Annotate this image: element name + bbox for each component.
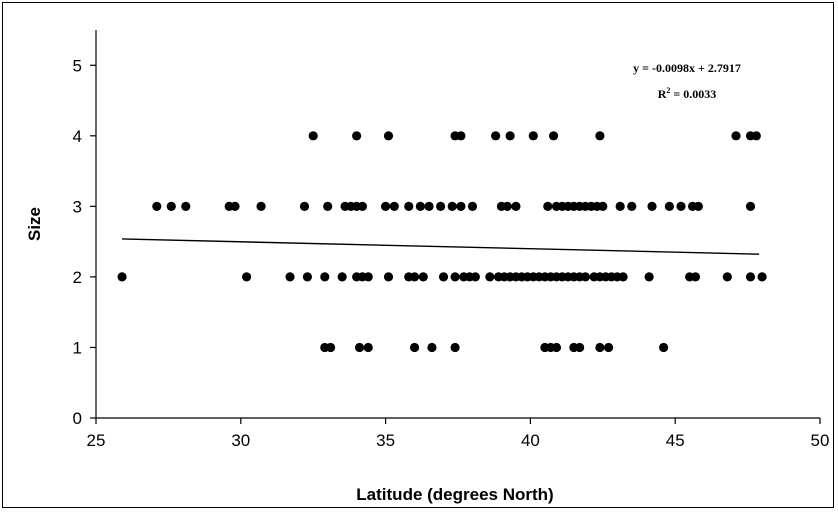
data-point — [419, 272, 428, 281]
data-point — [456, 202, 465, 211]
y-tick-label: 2 — [73, 268, 82, 287]
data-point — [404, 202, 413, 211]
data-point — [358, 202, 367, 211]
x-tick-label: 45 — [666, 431, 685, 450]
data-point — [676, 202, 685, 211]
data-point — [352, 131, 361, 140]
data-point — [436, 202, 445, 211]
r-squared-value: = 0.0033 — [670, 87, 716, 101]
data-point — [364, 272, 373, 281]
data-point — [390, 202, 399, 211]
data-point — [647, 202, 656, 211]
data-point — [757, 272, 766, 281]
data-point — [451, 272, 460, 281]
data-point — [595, 131, 604, 140]
data-point — [323, 202, 332, 211]
data-point — [384, 131, 393, 140]
x-tick-group: 25 30 35 40 45 50 — [87, 418, 830, 450]
data-point — [320, 272, 329, 281]
y-tick-label: 0 — [73, 409, 82, 428]
data-point — [529, 131, 538, 140]
data-point — [511, 202, 520, 211]
data-point — [746, 202, 755, 211]
data-point — [694, 202, 703, 211]
x-tick-label: 50 — [811, 431, 830, 450]
data-point — [424, 202, 433, 211]
data-point — [416, 202, 425, 211]
y-tick-label: 1 — [73, 338, 82, 357]
data-point — [300, 202, 309, 211]
data-point — [691, 272, 700, 281]
data-point — [303, 272, 312, 281]
data-point — [326, 343, 335, 352]
data-point — [581, 272, 590, 281]
data-point — [448, 202, 457, 211]
data-point — [167, 202, 176, 211]
data-point — [645, 272, 654, 281]
y-tick-label: 4 — [73, 127, 82, 146]
data-point — [665, 202, 674, 211]
data-point — [381, 202, 390, 211]
data-point — [364, 343, 373, 352]
data-point — [627, 202, 636, 211]
x-tick-label: 25 — [87, 431, 106, 450]
y-tick-label: 3 — [73, 197, 82, 216]
data-point — [485, 272, 494, 281]
data-point — [439, 272, 448, 281]
data-point — [410, 272, 419, 281]
x-axis-title: Latitude (degrees North) — [356, 485, 553, 504]
data-point — [598, 202, 607, 211]
data-point — [595, 343, 604, 352]
data-point — [410, 343, 419, 352]
data-point — [731, 131, 740, 140]
data-point — [723, 272, 732, 281]
data-point — [552, 343, 561, 352]
data-point — [117, 272, 126, 281]
r-squared-symbol: R — [658, 87, 667, 101]
data-point — [242, 272, 251, 281]
x-tick-label: 30 — [231, 431, 250, 450]
data-point — [752, 131, 761, 140]
y-tick-label: 5 — [73, 56, 82, 75]
data-point — [543, 202, 552, 211]
data-point — [604, 343, 613, 352]
data-point — [355, 343, 364, 352]
data-point — [468, 202, 477, 211]
data-point — [659, 343, 668, 352]
trendline-equation: y = -0.0098x + 2.7917 — [633, 61, 741, 75]
data-point — [616, 202, 625, 211]
data-point — [471, 272, 480, 281]
data-point — [338, 272, 347, 281]
data-point — [618, 272, 627, 281]
data-point — [181, 202, 190, 211]
data-point — [451, 343, 460, 352]
data-point — [309, 131, 318, 140]
y-axis-title: Size — [25, 207, 44, 241]
y-tick-group: 0 1 2 3 4 5 — [73, 56, 96, 428]
data-point — [384, 272, 393, 281]
data-point — [456, 131, 465, 140]
data-point — [575, 343, 584, 352]
data-point — [503, 202, 512, 211]
x-tick-label: 35 — [376, 431, 395, 450]
data-point — [746, 272, 755, 281]
data-point — [506, 131, 515, 140]
x-tick-label: 40 — [521, 431, 540, 450]
data-point — [427, 343, 436, 352]
data-point — [285, 272, 294, 281]
data-point — [152, 202, 161, 211]
data-point — [230, 202, 239, 211]
data-point — [256, 202, 265, 211]
data-point — [549, 131, 558, 140]
data-point — [491, 131, 500, 140]
